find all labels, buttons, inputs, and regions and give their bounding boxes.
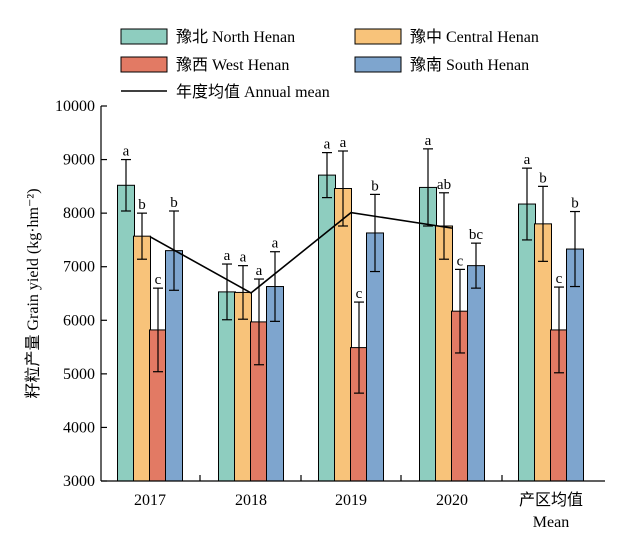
error-bar-s1-c4: [538, 185, 548, 262]
x-tick-label-4: 产区均值: [519, 491, 583, 509]
letter-s2-c1: a: [256, 263, 263, 279]
error-bar-s3-c2: [370, 193, 380, 273]
letter-s3-c0: b: [170, 195, 178, 211]
letter-s2-c3: c: [457, 253, 464, 269]
letter-s1-c0: b: [138, 197, 146, 213]
legend-item-annual-mean: 年度均值 Annual mean: [121, 83, 330, 101]
letter-s1-c1: a: [240, 250, 247, 266]
error-bar-s2-c3: [455, 268, 465, 354]
legend: 豫北 North Henan 豫中 Central Henan 豫西 West He…: [120, 28, 539, 101]
error-bar-s0-c3: [423, 148, 433, 227]
legend-swatch-3: [354, 56, 402, 73]
bars: [117, 174, 584, 482]
x-tick-label-3: 2020: [436, 492, 468, 509]
axes: 3000 4000 5000 6000 7000 8000 9000 10000 2017 201…: [24, 98, 605, 531]
bar-s1-c1: [234, 291, 252, 482]
letter-s3-c1: a: [272, 236, 279, 252]
x-tick-label-2: 2019: [335, 492, 367, 509]
letter-s2-c2: c: [356, 286, 363, 302]
error-bar-s1-c1: [238, 265, 248, 320]
bar-s1-c3: [435, 225, 453, 482]
error-bar-s3-c3: [471, 242, 481, 289]
error-bar-s1-c3: [439, 192, 449, 260]
legend-item-1: 豫中 Central Henan: [354, 28, 539, 46]
bar-s3-c3: [467, 265, 485, 482]
bar-s0-c2: [318, 174, 336, 482]
legend-item-2: 豫西 West Henan: [120, 56, 289, 74]
letter-s0-c2: a: [324, 137, 331, 153]
bar-s1-c4: [534, 223, 552, 482]
y-tick-label-7: 10000: [55, 98, 95, 115]
legend-label-0: 豫北 North Henan: [176, 28, 295, 46]
error-bar-s2-c0: [153, 287, 163, 373]
annual-mean-line: [149, 211, 453, 294]
letter-s1-c2: a: [340, 135, 347, 151]
error-bar-s0-c2: [322, 152, 332, 199]
error-bar-s1-c0: [137, 212, 147, 260]
letter-s2-c4: c: [556, 271, 563, 287]
letter-s3-c2: b: [371, 178, 379, 194]
legend-swatch-0: [120, 28, 168, 45]
annual-mean-polyline: [149, 211, 453, 294]
y-tick-label-2: 5000: [63, 366, 95, 383]
x-tick-label-0: 2017: [134, 492, 166, 509]
bar-s0-c0: [117, 184, 135, 482]
letter-s1-c4: b: [539, 170, 547, 186]
error-bar-s1-c2: [338, 150, 348, 227]
error-bar-s3-c1: [270, 251, 280, 322]
y-tick-label-5: 8000: [63, 205, 95, 222]
error-bar-s0-c0: [121, 158, 131, 212]
legend-label-annual-mean: 年度均值 Annual mean: [176, 83, 330, 101]
legend-swatch-1: [354, 28, 402, 45]
error-bar-s3-c4: [570, 210, 580, 288]
error-bar-s2-c1: [254, 278, 264, 366]
letter-s0-c4: a: [524, 152, 531, 168]
x-tick-label-1: 2018: [235, 492, 267, 509]
letter-s0-c0: a: [123, 144, 130, 160]
letter-s0-c1: a: [224, 248, 231, 264]
y-tick-label-0: 3000: [63, 473, 95, 490]
y-tick-label-1: 4000: [63, 419, 95, 436]
letter-s2-c0: c: [155, 272, 162, 288]
letter-s0-c3: a: [425, 133, 432, 149]
error-bar-s0-c4: [522, 167, 532, 241]
y-tick-label-3: 6000: [63, 312, 95, 329]
y-tick-label-6: 9000: [63, 152, 95, 169]
legend-swatch-2: [120, 56, 168, 73]
letter-s3-c3: bc: [469, 227, 484, 243]
bar-s1-c0: [133, 235, 151, 482]
bar-s0-c3: [419, 186, 437, 482]
legend-item-3: 豫南 South Henan: [354, 56, 529, 74]
y-tick-label-4: 7000: [63, 259, 95, 276]
error-bar-s2-c2: [354, 301, 364, 394]
legend-label-3: 豫南 South Henan: [410, 56, 529, 74]
error-bar-s0-c1: [222, 263, 232, 321]
legend-label-2: 豫西 West Henan: [176, 56, 289, 74]
bar-s1-c2: [334, 188, 352, 482]
error-bar-s2-c4: [554, 286, 564, 374]
legend-label-1: 豫中 Central Henan: [410, 28, 539, 46]
legend-item-0: 豫北 North Henan: [120, 28, 295, 46]
x-tick-label-4-line2: Mean: [533, 514, 569, 531]
y-axis-label: 籽粒产量 Grain yield (kg·hm⁻²): [24, 188, 42, 398]
bar-s0-c4: [518, 203, 536, 482]
letter-s1-c3: ab: [437, 177, 451, 193]
error-bars: [121, 148, 580, 394]
letter-s3-c4: b: [571, 196, 579, 212]
